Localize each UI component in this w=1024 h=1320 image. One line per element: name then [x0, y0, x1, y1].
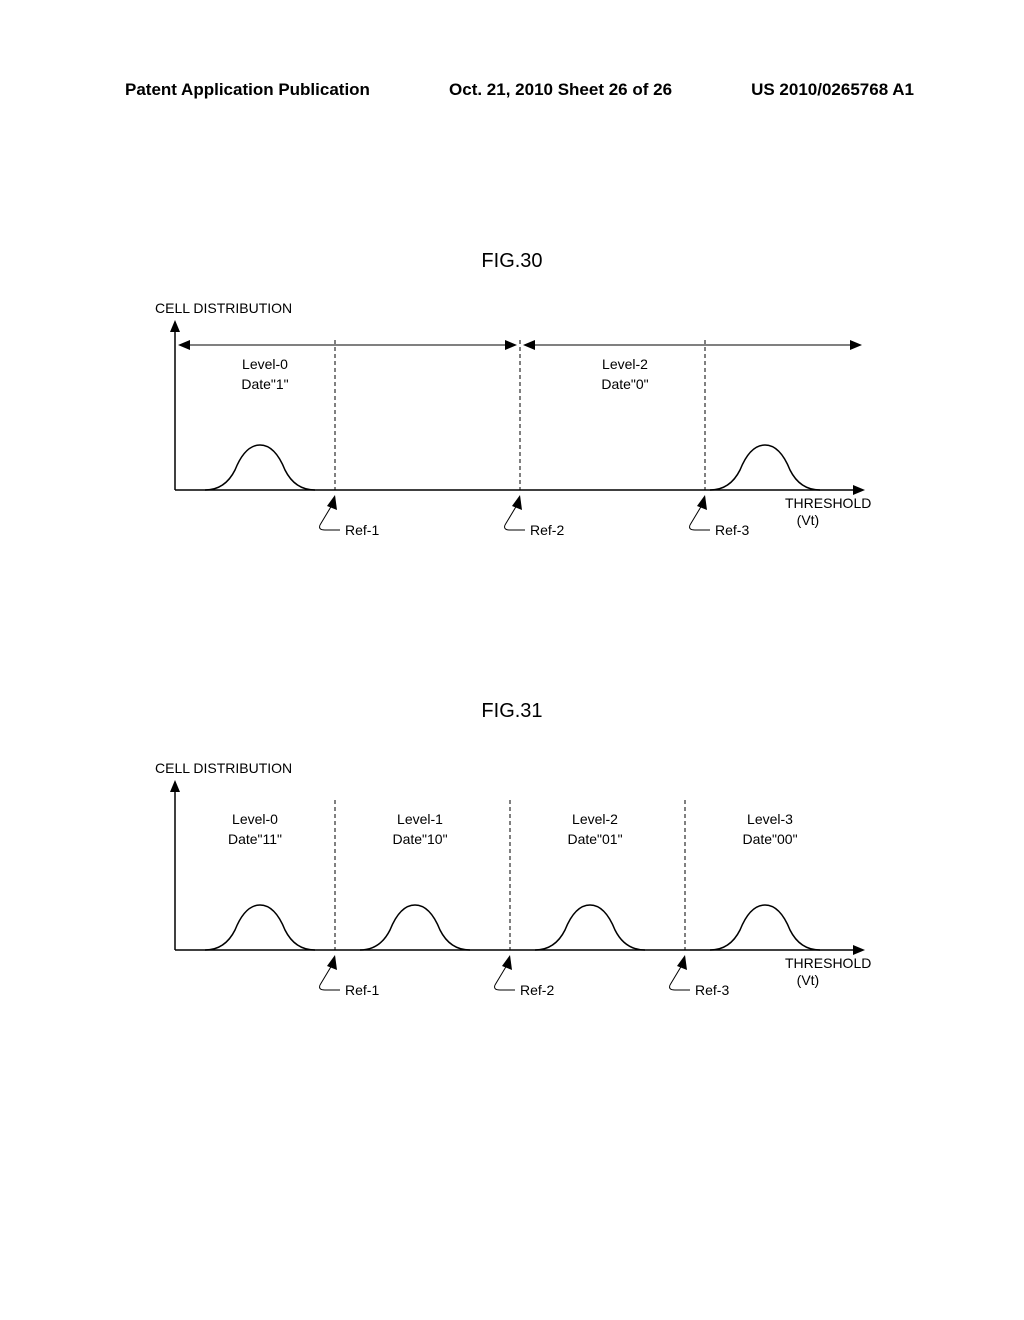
fig30-xlabel-line2: (Vt) [797, 512, 820, 528]
fig31-chart: CELL DISTRIBUTION Level-0 Date"11" Lev [165, 760, 865, 1000]
fig31-level3-line1: Level-3 [747, 811, 793, 827]
fig30-level2-line1: Level-2 [602, 356, 648, 372]
fig30-level0-line1: Level-0 [242, 356, 288, 372]
fig30-xlabel-line1: THRESHOLD [785, 495, 871, 511]
fig31-title: FIG.31 [0, 700, 1024, 723]
fig30-chart: CELL DISTRIBUTION [165, 300, 865, 540]
fig30-ref1: Ref-1 [345, 522, 379, 538]
fig31-level3-line2: Date"00" [742, 831, 797, 847]
fig30-svg [165, 300, 885, 540]
fig31-level1-label: Level-1 Date"10" [360, 810, 480, 849]
header-left: Patent Application Publication [125, 80, 370, 100]
fig30-level2-label: Level-2 Date"0" [565, 355, 685, 394]
fig30-level0-line2: Date"1" [241, 376, 288, 392]
fig31-level1-line1: Level-1 [397, 811, 443, 827]
fig30-ylabel: CELL DISTRIBUTION [155, 300, 292, 316]
fig30-xlabel: THRESHOLD (Vt) [785, 495, 871, 529]
fig31-xlabel: THRESHOLD (Vt) [785, 955, 871, 989]
fig30-title: FIG.30 [0, 250, 1024, 273]
header-center: Oct. 21, 2010 Sheet 26 of 26 [449, 80, 672, 100]
fig30-ref2: Ref-2 [530, 522, 564, 538]
fig31-ref3: Ref-3 [695, 982, 729, 998]
fig31-ylabel: CELL DISTRIBUTION [155, 760, 292, 776]
fig31-level2-line1: Level-2 [572, 811, 618, 827]
fig31-level2-label: Level-2 Date"01" [535, 810, 655, 849]
fig30-level2-line2: Date"0" [601, 376, 648, 392]
page-header: Patent Application Publication Oct. 21, … [0, 80, 1024, 100]
fig31-level0-line1: Level-0 [232, 811, 278, 827]
fig31-level1-line2: Date"10" [392, 831, 447, 847]
header-right: US 2010/0265768 A1 [751, 80, 914, 100]
fig31-ref1: Ref-1 [345, 982, 379, 998]
fig31-xlabel-line2: (Vt) [797, 972, 820, 988]
fig31-level3-label: Level-3 Date"00" [710, 810, 830, 849]
fig31-level0-label: Level-0 Date"11" [195, 810, 315, 849]
fig31-level0-line2: Date"11" [228, 831, 282, 847]
fig30-level0-label: Level-0 Date"1" [205, 355, 325, 394]
fig31-ref2: Ref-2 [520, 982, 554, 998]
fig31-xlabel-line1: THRESHOLD [785, 955, 871, 971]
fig30-ref3: Ref-3 [715, 522, 749, 538]
fig31-svg [165, 760, 885, 1000]
fig31-level2-line2: Date"01" [567, 831, 622, 847]
